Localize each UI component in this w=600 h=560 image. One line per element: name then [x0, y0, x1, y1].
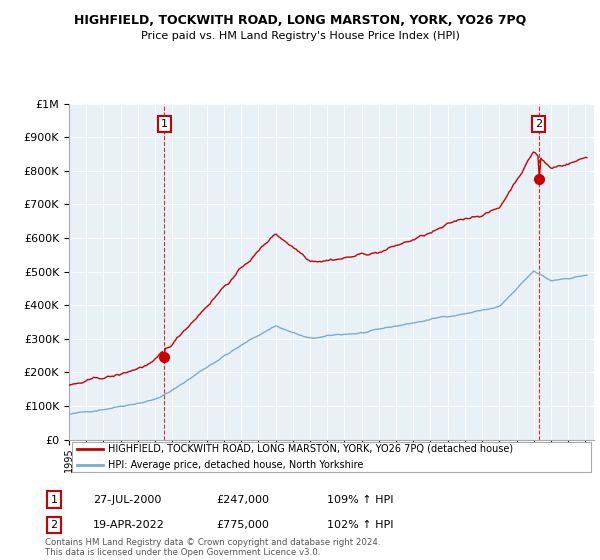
Text: 2: 2	[535, 119, 542, 129]
Text: 109% ↑ HPI: 109% ↑ HPI	[327, 494, 394, 505]
Text: £775,000: £775,000	[216, 520, 269, 530]
Text: 1: 1	[50, 494, 58, 505]
Text: £247,000: £247,000	[216, 494, 269, 505]
Text: 19-APR-2022: 19-APR-2022	[93, 520, 165, 530]
Text: Price paid vs. HM Land Registry's House Price Index (HPI): Price paid vs. HM Land Registry's House …	[140, 31, 460, 41]
Text: 2: 2	[50, 520, 58, 530]
Text: 102% ↑ HPI: 102% ↑ HPI	[327, 520, 394, 530]
Text: HIGHFIELD, TOCKWITH ROAD, LONG MARSTON, YORK, YO26 7PQ: HIGHFIELD, TOCKWITH ROAD, LONG MARSTON, …	[74, 14, 526, 27]
FancyBboxPatch shape	[71, 442, 592, 472]
Text: 27-JUL-2000: 27-JUL-2000	[93, 494, 161, 505]
Text: 1: 1	[161, 119, 168, 129]
Text: HPI: Average price, detached house, North Yorkshire: HPI: Average price, detached house, Nort…	[109, 460, 364, 470]
Text: Contains HM Land Registry data © Crown copyright and database right 2024.
This d: Contains HM Land Registry data © Crown c…	[45, 538, 380, 557]
Text: HIGHFIELD, TOCKWITH ROAD, LONG MARSTON, YORK, YO26 7PQ (detached house): HIGHFIELD, TOCKWITH ROAD, LONG MARSTON, …	[109, 444, 514, 454]
